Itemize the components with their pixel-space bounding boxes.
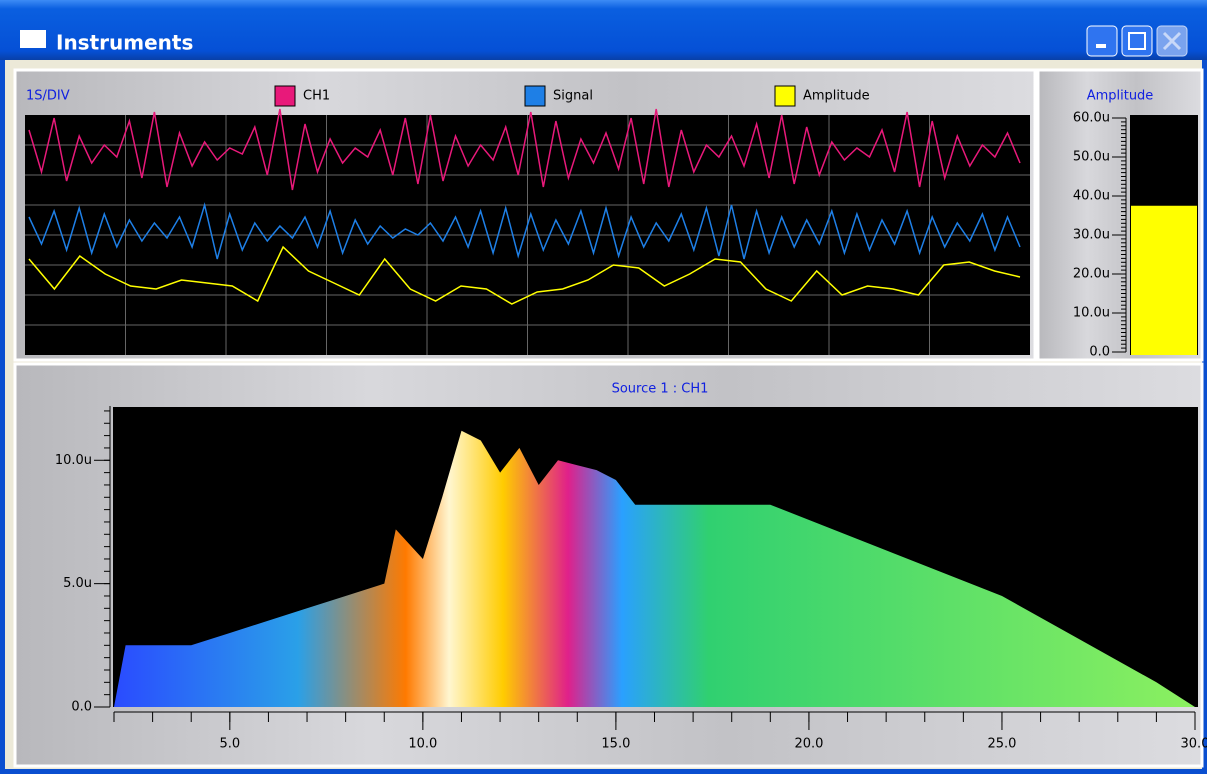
meter-tick-label: 30.0u — [1073, 228, 1110, 243]
maximize-button[interactable] — [1122, 26, 1152, 56]
x-tick-label: 20.0 — [794, 737, 823, 752]
legend-swatch — [775, 86, 795, 106]
legend-label: Amplitude — [803, 89, 870, 104]
meter-tick-label: 60.0u — [1073, 111, 1110, 126]
x-tick-label: 25.0 — [987, 737, 1016, 752]
minimize-icon — [1096, 44, 1106, 48]
spectrum-title: Source 1 : CH1 — [612, 382, 709, 397]
y-tick-label: 5.0u — [63, 576, 92, 591]
window-icon — [20, 30, 46, 48]
meter-tick-label: 50.0u — [1073, 150, 1110, 165]
legend-swatch — [525, 86, 545, 106]
legend-swatch — [275, 86, 295, 106]
meter-tick-label: 40.0u — [1073, 189, 1110, 204]
meter-tick-label: 10.0u — [1073, 306, 1110, 321]
y-tick-label: 0.0 — [71, 700, 92, 715]
window-title: Instruments — [56, 31, 193, 55]
app-window: Instruments 1S/DIV Amplitude Source 1 : … — [0, 0, 1207, 774]
meter-tick-label: 20.0u — [1073, 267, 1110, 282]
x-tick-label: 30.0 — [1181, 737, 1207, 752]
x-tick-label: 15.0 — [601, 737, 630, 752]
meter-tick-label: 0.0 — [1089, 345, 1110, 360]
scope-scale-label: 1S/DIV — [26, 89, 70, 104]
minimize-button[interactable] — [1087, 26, 1117, 56]
legend-label: CH1 — [303, 89, 330, 104]
meter-title: Amplitude — [1087, 89, 1154, 104]
legend-label: Signal — [553, 89, 593, 104]
x-tick-label: 10.0 — [408, 737, 437, 752]
meter-bar — [1131, 206, 1197, 355]
y-tick-label: 10.0u — [55, 453, 92, 468]
x-tick-label: 5.0 — [219, 737, 240, 752]
